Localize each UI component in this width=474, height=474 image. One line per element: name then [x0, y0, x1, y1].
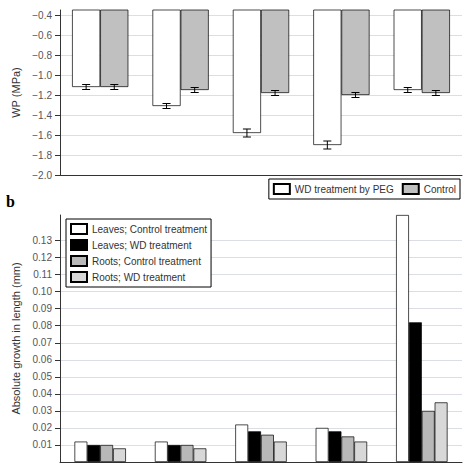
svg-text:0.12: 0.12 [33, 252, 53, 263]
svg-text:Control: Control [424, 184, 456, 195]
svg-text:0.09: 0.09 [33, 303, 53, 314]
svg-text:−0.4: −0.4 [32, 10, 52, 21]
svg-text:−2.0: −2.0 [32, 170, 52, 181]
svg-text:0.01: 0.01 [33, 439, 53, 450]
svg-text:0.13: 0.13 [33, 235, 53, 246]
svg-text:−1.2: −1.2 [32, 90, 52, 101]
svg-text:0.02: 0.02 [33, 422, 53, 433]
svg-text:−1.4: −1.4 [32, 110, 52, 121]
svg-text:WP (MPa): WP (MPa) [10, 67, 22, 118]
svg-text:b: b [6, 193, 15, 210]
svg-text:−1.6: −1.6 [32, 130, 52, 141]
svg-text:0.08: 0.08 [33, 320, 53, 331]
svg-text:Absolute growth in length (mm): Absolute growth in length (mm) [10, 262, 22, 414]
svg-text:0.05: 0.05 [33, 371, 53, 382]
svg-text:0.11: 0.11 [33, 269, 52, 280]
svg-text:0.03: 0.03 [33, 405, 53, 416]
svg-text:−1.8: −1.8 [32, 150, 52, 161]
svg-text:0.04: 0.04 [33, 388, 53, 399]
svg-text:WD treatment by PEG: WD treatment by PEG [295, 184, 394, 195]
svg-text:Leaves; WD treatment: Leaves; WD treatment [92, 240, 192, 251]
svg-text:0.10: 0.10 [33, 286, 53, 297]
svg-text:−0.6: −0.6 [32, 30, 52, 41]
svg-text:−1.0: −1.0 [32, 70, 52, 81]
svg-text:−0.8: −0.8 [32, 50, 52, 61]
svg-text:Roots; Control treatment: Roots; Control treatment [92, 256, 201, 267]
svg-text:Leaves; Control treatment: Leaves; Control treatment [92, 224, 207, 235]
svg-text:Roots; WD treatment: Roots; WD treatment [92, 272, 186, 283]
svg-text:0.06: 0.06 [33, 354, 53, 365]
svg-text:0.07: 0.07 [33, 337, 53, 348]
